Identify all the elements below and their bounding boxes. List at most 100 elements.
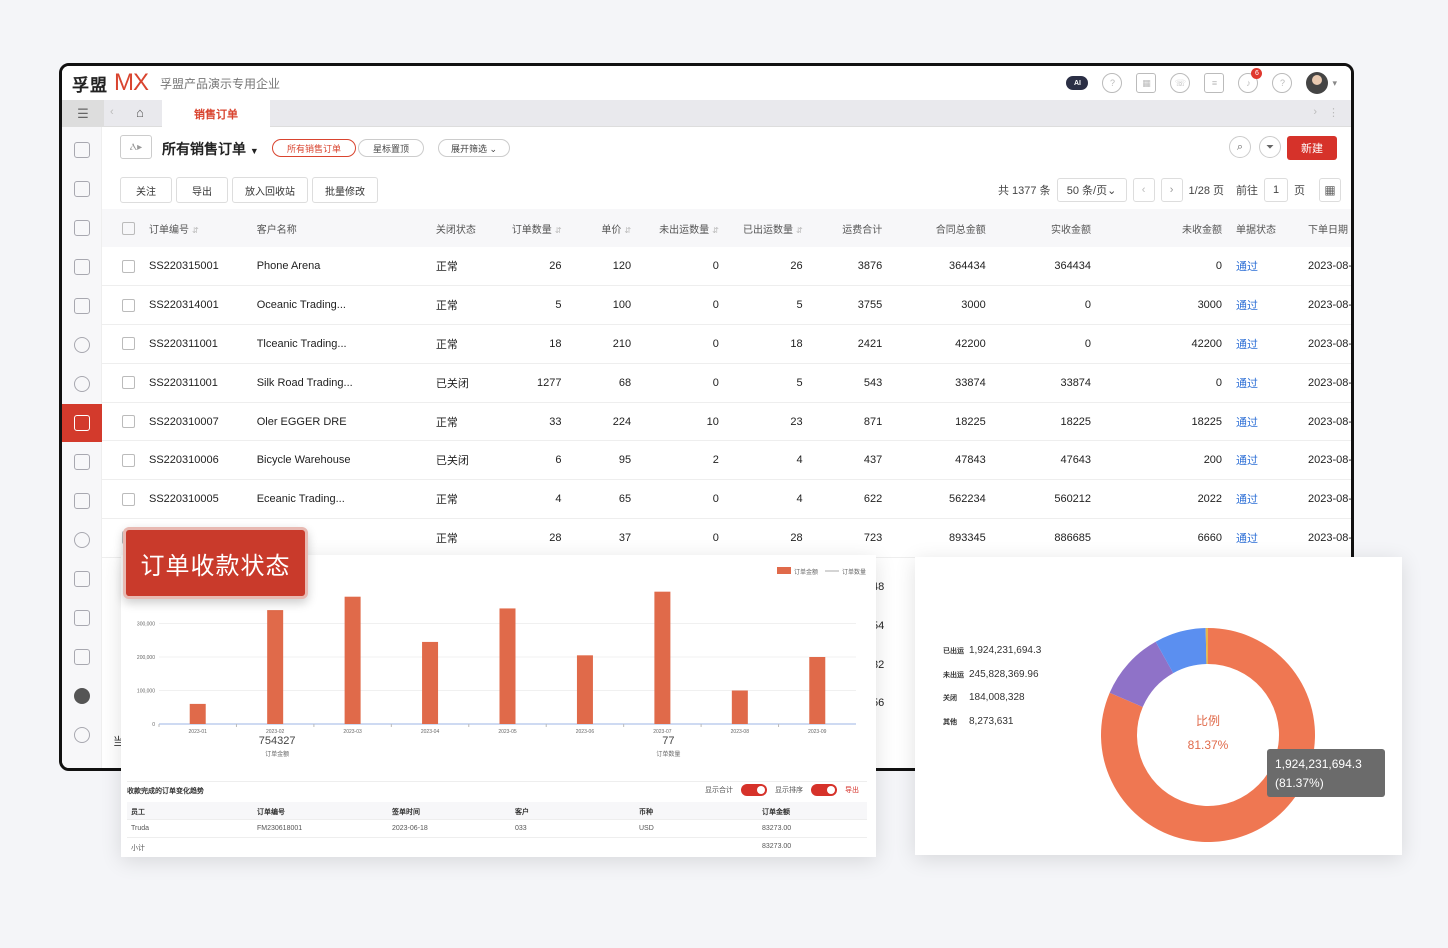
table-row[interactable]: SS220311001 Tlceanic Trading... 正常 18 210 0 18… bbox=[102, 324, 1351, 364]
cell-order-no[interactable]: SS220314001 bbox=[143, 285, 251, 326]
cell-doc-status[interactable]: 通过 bbox=[1230, 285, 1285, 326]
cell-price: 100 bbox=[569, 285, 640, 326]
col-unshipped[interactable]: 未出运数量 ⇵ bbox=[639, 209, 727, 247]
row-checkbox[interactable] bbox=[122, 337, 135, 351]
page-size-select[interactable]: 50 条/页 ⌄ bbox=[1056, 178, 1127, 202]
cell-received: 560212 bbox=[993, 479, 1100, 520]
col-shipped[interactable]: 已出运数量 ⇵ bbox=[726, 209, 811, 247]
prev-page-button[interactable]: ‹ bbox=[1132, 178, 1155, 202]
sidebar-item-compass[interactable] bbox=[62, 326, 102, 364]
sidebar-item-archive[interactable] bbox=[62, 443, 102, 481]
sidebar-item-contacts[interactable] bbox=[62, 170, 102, 208]
filter-icon[interactable]: ⏷ bbox=[1259, 136, 1281, 158]
row-checkbox[interactable] bbox=[122, 453, 135, 467]
sidebar-item-settings[interactable] bbox=[62, 716, 102, 754]
view-switch-icon[interactable]: Ⲁ▸ bbox=[120, 135, 152, 159]
goto-page-input[interactable]: 1 bbox=[1264, 178, 1288, 202]
sidebar-item-mail[interactable] bbox=[62, 248, 102, 286]
col-order-no[interactable]: 订单编号 ⇵ bbox=[143, 209, 251, 247]
sort-icon[interactable]: ⇵ bbox=[554, 225, 562, 235]
tab-sales-orders[interactable]: 销售订单 bbox=[162, 100, 270, 128]
cell-doc-status[interactable]: 通过 bbox=[1230, 363, 1285, 403]
select-all-checkbox[interactable] bbox=[122, 221, 135, 235]
more-icon[interactable]: ⋮ bbox=[1328, 107, 1339, 119]
cell-order-no[interactable]: SS220315001 bbox=[143, 247, 251, 287]
cell-order-no[interactable]: SS220310007 bbox=[143, 402, 251, 442]
chevron-right-icon[interactable]: › bbox=[1313, 106, 1317, 118]
export-link[interactable]: 导出 bbox=[845, 787, 859, 794]
chip-expand-filter[interactable]: 展开筛选 ⌄ bbox=[438, 139, 510, 157]
bell-icon[interactable]: ♪ 6 bbox=[1238, 68, 1263, 93]
sidebar-item-reports[interactable] bbox=[62, 599, 102, 637]
sidebar-item-org[interactable] bbox=[62, 209, 102, 247]
table-row[interactable]: SS220311001 Silk Road Trading... 已关闭 1277 68… bbox=[102, 363, 1351, 403]
table-row[interactable]: SS220315001 Phone Arena 正常 26 120 0 26 3876 3644… bbox=[102, 247, 1351, 287]
donut-slice[interactable] bbox=[1101, 628, 1315, 842]
home-icon[interactable]: ⌂ bbox=[136, 105, 144, 120]
column-settings-icon[interactable]: ▦ bbox=[1319, 178, 1341, 202]
menu-toggle-icon[interactable]: ☰ bbox=[62, 100, 104, 127]
apps-grid-icon[interactable]: ▦ bbox=[1136, 73, 1157, 93]
follow-button[interactable]: 关注 bbox=[120, 177, 172, 203]
y-tick-label: 100,000 bbox=[137, 689, 155, 695]
row-checkbox[interactable] bbox=[122, 376, 135, 390]
cell-order-no[interactable]: SS220310006 bbox=[143, 440, 251, 481]
whatsapp-icon[interactable]: ☏ bbox=[1170, 73, 1191, 93]
table-row[interactable]: SS220310006 Bicycle Warehouse 已关闭 6 95 2 4 437 4… bbox=[102, 440, 1351, 481]
sidebar-item-docs[interactable] bbox=[62, 560, 102, 598]
chevron-left-icon[interactable]: ‹ bbox=[110, 106, 114, 118]
export-button[interactable]: 导出 bbox=[176, 177, 228, 203]
row-checkbox[interactable] bbox=[122, 492, 135, 506]
batch-edit-button[interactable]: 批量修改 bbox=[312, 177, 378, 203]
cell-doc-status[interactable]: 通过 bbox=[1230, 324, 1285, 364]
chevron-down-icon[interactable]: ▾ bbox=[1332, 77, 1337, 88]
help-icon[interactable]: ? bbox=[1272, 73, 1293, 93]
recycle-button[interactable]: 放入回收站 bbox=[232, 177, 308, 203]
ai-assistant-icon[interactable]: AI bbox=[1066, 76, 1089, 90]
cell-order-no[interactable]: SS220311001 bbox=[143, 324, 251, 364]
row-checkbox[interactable] bbox=[122, 415, 135, 429]
cell-doc-status[interactable]: 通过 bbox=[1230, 247, 1285, 287]
cell-doc-status[interactable]: 通过 bbox=[1230, 518, 1285, 558]
sidebar-item-home[interactable] bbox=[62, 131, 102, 169]
search-icon[interactable]: ⌕ bbox=[1229, 136, 1251, 158]
col-price[interactable]: 单价 ⇵ bbox=[569, 209, 640, 247]
sidebar-item-whatsapp[interactable] bbox=[62, 677, 102, 715]
donut-slice[interactable] bbox=[1155, 628, 1207, 674]
cell-doc-status[interactable]: 通过 bbox=[1230, 402, 1285, 442]
cell-doc-status[interactable]: 通过 bbox=[1230, 479, 1285, 520]
sidebar-item-finance[interactable] bbox=[62, 521, 102, 559]
sidebar-item-orders[interactable] bbox=[62, 404, 102, 442]
table-row[interactable]: SS220314001 Oceanic Trading... 正常 5 100 0 5 375… bbox=[102, 285, 1351, 326]
donut-slice[interactable] bbox=[1205, 628, 1208, 665]
new-button[interactable]: 新建 bbox=[1287, 136, 1337, 160]
donut-slice[interactable] bbox=[1109, 641, 1174, 707]
row-checkbox[interactable] bbox=[122, 259, 135, 273]
tasks-icon[interactable]: ≡ bbox=[1204, 73, 1225, 93]
sidebar-item-camera[interactable] bbox=[62, 287, 102, 325]
support-icon[interactable]: ? bbox=[1102, 73, 1123, 93]
toggle-sort[interactable] bbox=[811, 784, 837, 796]
avatar[interactable] bbox=[1306, 72, 1329, 94]
cell-order-no[interactable]: SS220311001 bbox=[143, 363, 251, 403]
cell-doc-status[interactable]: 通过 bbox=[1230, 440, 1285, 481]
sidebar-item-screen[interactable] bbox=[62, 638, 102, 676]
sort-icon[interactable]: ⇵ bbox=[795, 225, 803, 235]
sort-icon[interactable]: ⇵ bbox=[624, 225, 632, 235]
table-row[interactable]: SS220310005 Eceanic Trading... 正常 4 65 0 4 622 5… bbox=[102, 479, 1351, 520]
table-row[interactable]: SS220310007 Oler EGGER DRE 正常 33 224 10 23 871 1… bbox=[102, 402, 1351, 442]
view-title[interactable]: 所有销售订单 ▼ bbox=[162, 139, 259, 159]
sort-icon[interactable]: ⇵ bbox=[192, 225, 199, 235]
next-page-button[interactable]: › bbox=[1160, 178, 1183, 202]
chip-starred[interactable]: 星标置顶 bbox=[358, 139, 424, 157]
chip-all-orders[interactable]: 所有销售订单 bbox=[272, 139, 356, 157]
col-qty[interactable]: 订单数量 ⇵ bbox=[499, 209, 570, 247]
toggle-total[interactable] bbox=[741, 784, 767, 796]
cell-received: 886685 bbox=[993, 518, 1100, 558]
sort-icon[interactable]: ⇵ bbox=[712, 225, 719, 235]
cell-order-no[interactable]: SS220310005 bbox=[143, 479, 251, 520]
sidebar-item-shipping[interactable] bbox=[62, 482, 102, 520]
row-checkbox[interactable] bbox=[122, 298, 135, 312]
sidebar-item-account[interactable] bbox=[62, 365, 102, 403]
trend-col: 客户 bbox=[515, 809, 529, 816]
